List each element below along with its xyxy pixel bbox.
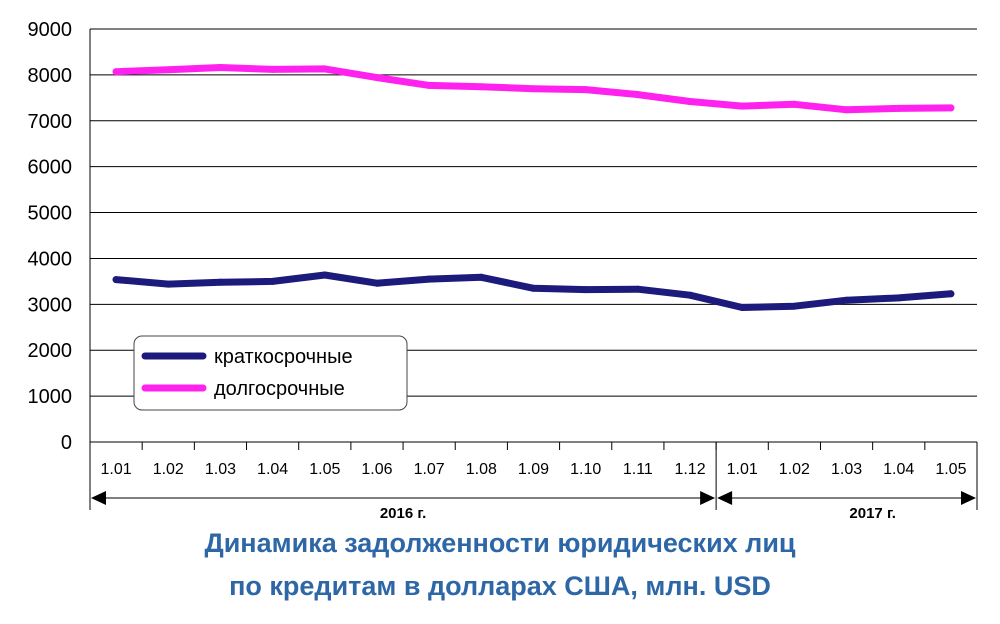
year-arrow-left [717,491,733,505]
data-point-s1-2 [164,280,172,288]
data-point-s1-12 [686,291,694,299]
data-point-s2-11 [634,91,642,99]
series-lines [112,64,955,311]
x-tick-label-8: 1.08 [466,461,497,478]
y-tick-label-5000: 5000 [28,203,73,225]
data-point-s1-1 [112,276,120,284]
data-point-s2-9 [530,85,537,93]
legend-label-1: краткосрочные [214,346,353,368]
legend: краткосрочные долгосрочные [133,335,408,411]
data-point-s2-12 [686,98,694,105]
x-tick-label-3: 1.03 [205,461,236,478]
year-label-2: 2017 г. [849,505,895,522]
x-tick-label-9: 1.09 [518,461,549,478]
y-tick-label-3000: 3000 [28,294,73,316]
data-point-s1-5 [321,271,329,279]
data-point-s1-13 [738,304,746,311]
data-point-s2-3 [216,64,224,71]
data-point-s2-7 [425,81,433,89]
axes: 0 1000 2000 3000 4000 5000 6000 7000 8000 9000 1.0… [28,19,978,522]
x-tick-label-11: 1.11 [623,461,653,478]
data-point-s2-5 [321,65,329,73]
y-tick-label-4000: 4000 [28,248,73,270]
y-tick-label-1000: 1000 [28,386,73,408]
year-label-1: 2016 г. [380,505,426,522]
x-tick-label-15: 1.03 [831,461,862,478]
data-point-s2-15 [843,106,851,114]
x-tick-label-4: 1.04 [257,461,288,478]
data-point-s1-4 [269,277,277,285]
year-arrow-right [700,491,716,505]
data-point-s1-14 [790,302,798,310]
x-tick-label-10: 1.10 [570,461,601,478]
data-point-s1-9 [530,284,537,292]
data-point-s1-11 [634,285,642,293]
y-tick-label-2000: 2000 [28,340,73,362]
data-point-s1-7 [425,275,433,283]
data-point-s2-16 [895,104,903,112]
data-point-s2-4 [269,65,277,73]
x-tick-label-13: 1.01 [727,461,758,478]
chart-title-line-2: по кредитам в долларах США, млн. USD [229,571,771,601]
data-point-s2-13 [738,102,746,110]
y-tick-label-6000: 6000 [28,157,73,179]
x-tick-label-1: 1.01 [101,461,132,478]
year-arrow-right [961,491,976,505]
data-point-s1-3 [216,278,224,286]
x-tick-label-6: 1.06 [361,461,392,478]
x-tick-label-17: 1.05 [935,461,966,478]
data-point-s2-6 [373,74,381,82]
x-tick-label-5: 1.05 [309,461,340,478]
data-point-s1-15 [843,296,851,304]
x-tick-label-16: 1.04 [883,461,914,478]
data-point-s2-14 [790,100,798,108]
data-point-s2-2 [164,66,172,74]
data-point-s2-17 [947,104,955,112]
x-tick-label-2: 1.02 [153,461,184,478]
line-chart: 0 1000 2000 3000 4000 5000 6000 7000 8000 9000 1.0… [28,19,978,522]
data-point-s2-10 [582,86,590,94]
x-tick-label-14: 1.02 [779,461,810,478]
data-point-s2-1 [112,68,120,76]
y-tick-label-8000: 8000 [28,65,73,87]
y-tick-label-7000: 7000 [28,111,73,133]
x-tick-label-12: 1.12 [674,461,705,478]
year-arrow-left [91,491,106,505]
legend-label-2: долгосрочные [214,378,345,400]
chart-title-line-1: Динамика задолженности юридических лиц [204,528,796,558]
data-point-s1-8 [477,273,485,281]
data-point-s1-17 [947,290,955,298]
x-tick-label-7: 1.07 [414,461,445,478]
data-point-s1-16 [895,294,903,302]
y-tick-label-0: 0 [61,432,72,454]
data-point-s1-6 [373,279,381,287]
data-point-s2-8 [477,83,485,91]
data-point-s1-10 [582,286,590,294]
y-tick-label-9000: 9000 [28,19,73,41]
